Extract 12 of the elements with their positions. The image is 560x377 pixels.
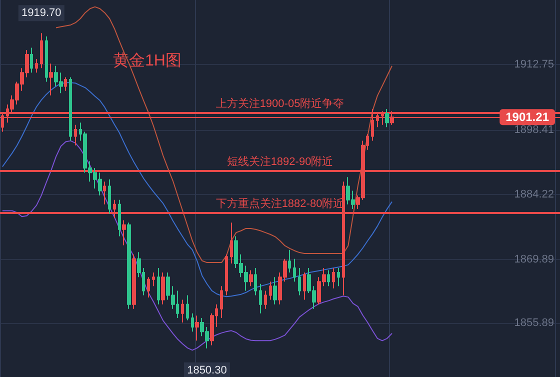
annotation: 1850.30 (187, 364, 227, 376)
ref-line-label: 1901.21 (506, 110, 550, 124)
y-tick-label: 1898.41 (514, 124, 554, 136)
ref-line-label: 下方重点关注1882-80附近 (216, 197, 344, 210)
ref-line-label: 短线关注1892-90附近 (226, 154, 334, 168)
y-tick-label: 1855.89 (514, 316, 554, 329)
y-tick-label: 1869.89 (514, 253, 554, 266)
ref-line-label: 上方关注1900-05附近争夺 (216, 97, 344, 110)
y-tick-label: 1912.75 (514, 58, 554, 71)
y-tick-label: 1884.22 (514, 188, 554, 200)
annotation: 1919.70 (22, 7, 62, 20)
text: 黄金1H图 (113, 52, 182, 70)
